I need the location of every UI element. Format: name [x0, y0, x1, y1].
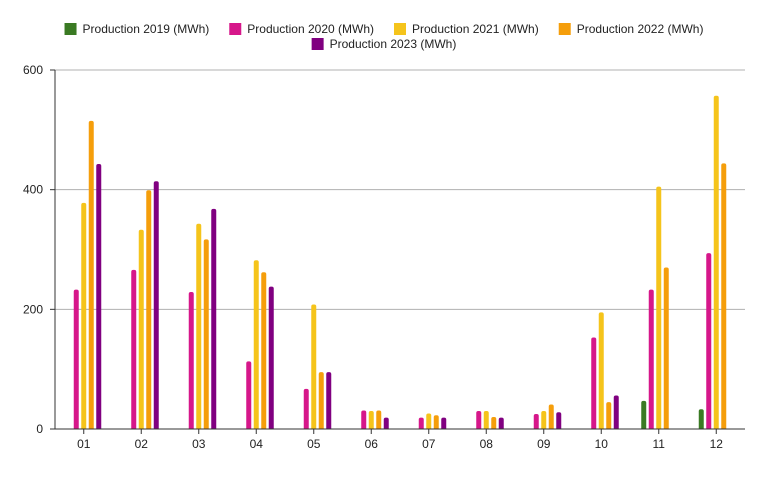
bar-2022-12 [721, 163, 727, 429]
bar-2020-09 [533, 414, 539, 429]
bar-2020-02 [131, 269, 137, 429]
legend-swatch [311, 38, 324, 50]
x-tick-label: 03 [192, 437, 206, 451]
bar-2023-03 [211, 208, 217, 429]
bar-2021-01 [81, 202, 87, 429]
x-tick-label: 04 [250, 437, 264, 451]
y-tick-label: 600 [23, 63, 43, 77]
bar-2021-10 [598, 312, 604, 429]
bar-2020-01 [73, 289, 79, 429]
bar-2022-01 [88, 120, 94, 429]
bar-2021-12 [713, 95, 719, 429]
bar-2020-04 [246, 361, 252, 429]
legend-swatch [64, 23, 77, 35]
bar-2019-11 [641, 400, 647, 429]
bar-2022-02 [146, 190, 152, 429]
x-tick-label: 12 [710, 437, 724, 451]
x-tick-label: 02 [135, 437, 149, 451]
x-tick-label: 10 [595, 437, 609, 451]
bar-2023-09 [556, 412, 562, 429]
legend-swatch [394, 23, 406, 35]
bar-2021-06 [368, 411, 374, 429]
bar-2023-01 [96, 163, 102, 429]
legend-label: Production 2019 (MWh) [83, 22, 210, 36]
bar-2022-07 [433, 415, 439, 429]
x-tick-label: 08 [480, 437, 494, 451]
x-tick-label: 11 [653, 437, 666, 451]
legend-label: Production 2021 (MWh) [412, 22, 539, 36]
bar-2020-07 [418, 417, 424, 429]
bar-2021-03 [196, 223, 202, 429]
bar-2019-12 [698, 409, 704, 429]
bar-2020-08 [476, 411, 482, 429]
bar-2021-05 [311, 304, 317, 429]
x-tick-label: 05 [307, 437, 321, 451]
bar-2021-04 [253, 260, 259, 429]
bar-2020-12 [706, 253, 712, 429]
bar-2022-09 [548, 404, 554, 429]
legend-label: Production 2020 (MWh) [247, 22, 374, 36]
legend-swatch [229, 23, 242, 35]
axes: 0 200 400 600 01 02 03 04 05 06 07 08 09 10 11 12 [23, 63, 745, 451]
legend-label: Production 2023 (MWh) [330, 37, 457, 51]
bar-2023-10 [613, 395, 619, 429]
bar-2021-08 [483, 411, 489, 429]
bar-2022-06 [376, 410, 382, 429]
bar-2020-06 [361, 410, 367, 429]
y-tick-label: 400 [23, 183, 43, 197]
legend-swatch [558, 23, 571, 35]
gridlines [55, 69, 745, 310]
bar-2021-11 [656, 186, 662, 429]
bar-2020-05 [303, 388, 309, 429]
bar-2022-08 [491, 417, 497, 429]
x-tick-label: 01 [77, 437, 91, 451]
bar-2023-05 [326, 372, 332, 429]
bar-2022-04 [261, 272, 267, 429]
bar-2023-06 [383, 417, 389, 429]
bar-2023-08 [498, 417, 504, 429]
bar-2022-11 [663, 267, 669, 429]
bar-2021-09 [541, 411, 547, 429]
bar-2020-11 [648, 289, 654, 429]
x-tick-label: 06 [365, 437, 379, 451]
bar-2023-04 [268, 286, 274, 429]
bar-2021-02 [138, 229, 144, 429]
bar-2023-07 [441, 417, 447, 429]
x-tick-label: 09 [537, 437, 551, 451]
y-tick-label: 200 [23, 302, 43, 316]
bar-2022-10 [606, 402, 612, 429]
y-tick-label: 0 [36, 422, 43, 436]
bar-2020-03 [188, 291, 194, 429]
bars [73, 95, 727, 429]
bar-2022-03 [203, 239, 209, 429]
bar-2023-02 [153, 181, 159, 429]
bar-2022-05 [318, 372, 324, 429]
bar-2020-10 [591, 337, 597, 429]
legend-label: Production 2022 (MWh) [577, 22, 704, 36]
bar-2021-07 [426, 413, 432, 429]
legend: Production 2019 (MWh) Production 2020 (MW… [64, 22, 704, 51]
x-tick-label: 07 [422, 437, 436, 451]
